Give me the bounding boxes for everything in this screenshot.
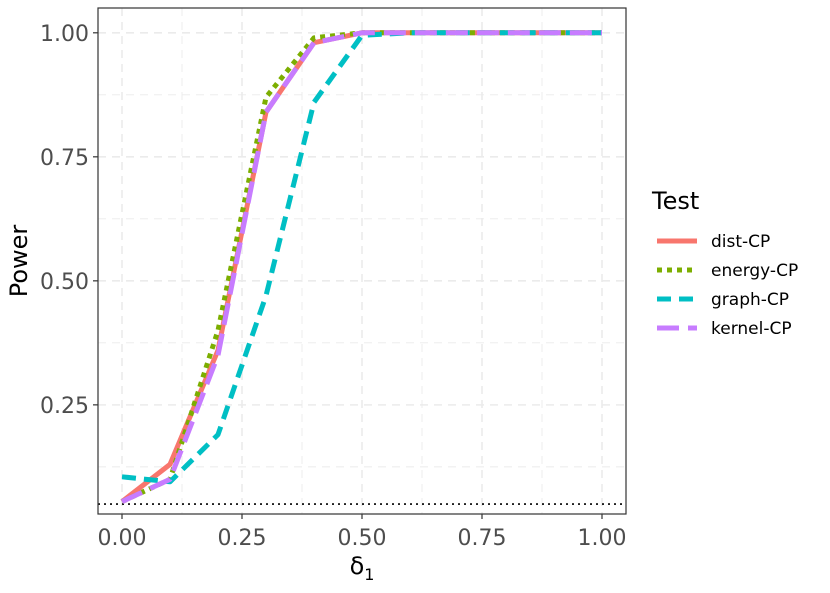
legend: Test dist-CP energy-CP graph-CP kernel-CP <box>651 187 798 339</box>
legend-title: Test <box>651 187 699 215</box>
x-tick-label: 0.75 <box>458 526 507 551</box>
x-tick-label: 0.25 <box>218 526 267 551</box>
ticks-layer: 0.00 0.25 0.50 0.75 1.00 0.25 0.50 0.75 1.00 <box>40 22 626 551</box>
x-axis-title-subscript: 1 <box>364 565 374 584</box>
y-tick-label: 0.75 <box>40 146 89 171</box>
y-tick-label: 0.25 <box>40 394 89 419</box>
x-tick-label: 1.00 <box>578 526 627 551</box>
series-line-kernel-CP <box>120 30 602 504</box>
y-axis-title: Power <box>5 225 33 298</box>
legend-label-dist-CP: dist-CP <box>711 232 770 252</box>
legend-items: dist-CP energy-CP graph-CP kernel-CP <box>657 232 798 339</box>
y-tick-label: 1.00 <box>40 22 89 47</box>
x-tick-label: 0.50 <box>338 526 387 551</box>
legend-label-energy-CP: energy-CP <box>711 261 798 281</box>
series-layer <box>120 30 602 504</box>
grid-layer <box>98 8 626 514</box>
legend-label-graph-CP: graph-CP <box>711 290 789 310</box>
x-axis-title-main: δ <box>350 552 365 580</box>
x-tick-label: 0.00 <box>98 526 147 551</box>
y-tick-label: 0.50 <box>40 270 89 295</box>
x-axis-title: δ1 <box>350 552 375 584</box>
legend-label-kernel-CP: kernel-CP <box>711 319 792 339</box>
